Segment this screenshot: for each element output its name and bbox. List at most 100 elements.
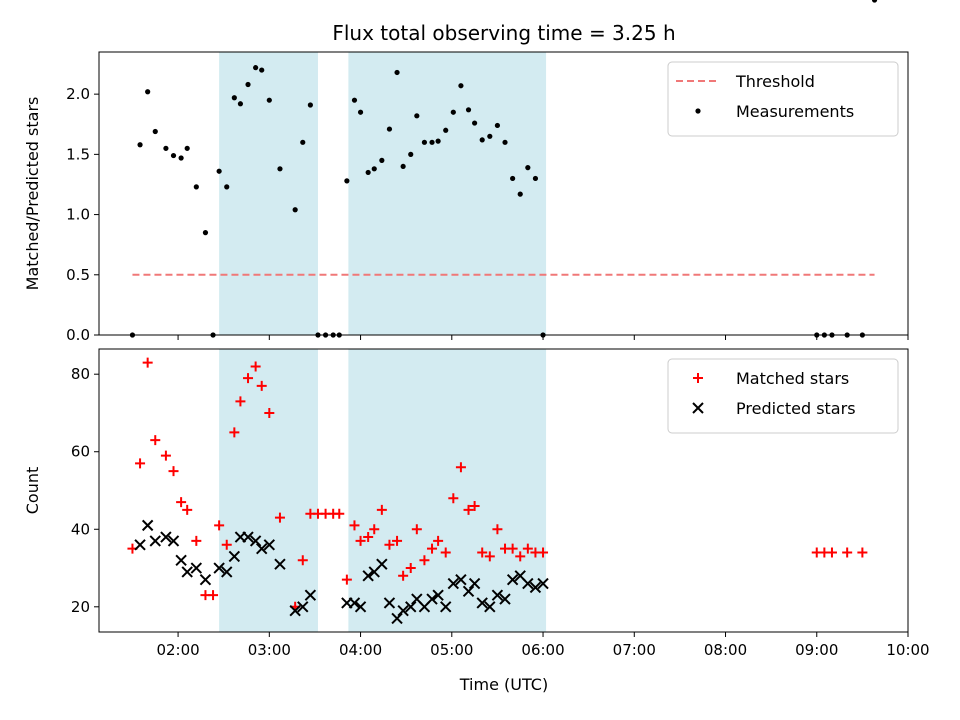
observing-interval-shade: [348, 349, 547, 632]
matched-stars-point: [208, 590, 219, 601]
observing-interval-shade: [219, 349, 318, 632]
matched-stars-legend-label: Matched stars: [736, 369, 849, 388]
matched-stars-point: [355, 535, 366, 546]
predicted-stars-point: [141, 519, 154, 532]
matched-stars-point: [191, 535, 202, 546]
predicted-stars-point: [476, 597, 488, 609]
matched-stars-point: [477, 547, 488, 558]
measurements-point: [871, 0, 878, 3]
y-tick-label: 0.0: [66, 326, 90, 344]
measurements-point: [479, 137, 485, 143]
matched-stars-point: [857, 547, 868, 558]
count-panel-ylabel: Count: [23, 467, 42, 515]
predicted-stars-point: [376, 558, 388, 570]
predicted-stars-point: [304, 589, 317, 601]
matched-stars-point: [243, 373, 254, 384]
matched-stars-point: [341, 574, 352, 585]
measurements-point: [277, 166, 283, 172]
measurements-point: [322, 332, 329, 338]
matched-stars-point: [405, 563, 416, 574]
measurements-point: [472, 120, 478, 126]
x-tick-label: 02:00: [156, 641, 199, 659]
predicted-stars-point: [297, 601, 309, 613]
matched-stars-point: [463, 504, 474, 515]
matched-stars-point: [176, 497, 187, 508]
predicted-stars-point: [529, 581, 542, 594]
predicted-stars-point: [213, 562, 225, 574]
measurements-point: [525, 165, 531, 171]
predicted-stars-point: [391, 612, 403, 625]
measurements-point: [253, 65, 259, 71]
predicted-stars-point: [263, 539, 276, 551]
measurements-point: [821, 332, 827, 338]
measurements-point: [152, 128, 158, 135]
predicted-stars-point: [440, 601, 452, 613]
predicted-stars-point: [383, 597, 396, 609]
matched-stars-point: [297, 555, 308, 566]
observing-interval-shade: [219, 52, 318, 335]
matched-stars-point: [515, 551, 526, 562]
measurements-point: [307, 102, 313, 108]
y-tick-label: 60: [71, 443, 90, 461]
y-tick-label: 80: [71, 365, 90, 383]
measurements-point: [379, 157, 385, 163]
matched-stars-point: [376, 504, 387, 515]
measurements-point: [245, 81, 251, 88]
ratio-panel-frame: [98, 51, 909, 336]
measurements-point: [292, 207, 298, 213]
chart-title: Flux total observing time = 3.25 h: [332, 21, 675, 45]
matched-stars-point: [135, 458, 146, 469]
measurements-point: [231, 95, 237, 101]
predicted-stars-point: [397, 604, 409, 617]
measurements-point: [170, 152, 177, 159]
measurements-point: [202, 230, 209, 236]
measurements-point: [237, 101, 244, 107]
matched-stars-point: [142, 357, 153, 368]
predicted-stars-point: [348, 597, 361, 609]
measurements-point: [193, 184, 199, 190]
measurements-point: [386, 126, 393, 132]
matched-stars-point: [448, 493, 459, 504]
measurements-legend-handle: [695, 108, 701, 114]
matched-stars-point: [168, 466, 179, 477]
measurements-point: [216, 168, 222, 174]
measurements-point: [450, 109, 456, 115]
matched-stars-point: [492, 524, 503, 535]
measurements-point: [163, 145, 169, 151]
predicted-stars-point: [468, 577, 481, 590]
matched-stars-point: [369, 524, 380, 535]
measurements-point: [829, 332, 835, 338]
measurements-point: [421, 139, 428, 145]
measurements-point: [357, 109, 364, 115]
measurements-point: [510, 175, 516, 182]
x-tick-label: 09:00: [795, 641, 838, 659]
measurements-point: [844, 332, 850, 338]
matched-stars-point: [274, 512, 285, 523]
matched-stars-point: [484, 551, 495, 562]
measurements-point: [129, 332, 136, 338]
measurements-point: [859, 332, 865, 338]
predicted-stars-point: [149, 535, 161, 547]
matched-stars-point: [411, 524, 422, 535]
matched-stars-point: [256, 380, 267, 391]
measurements-point: [429, 139, 435, 145]
predicted-stars-point: [499, 593, 511, 605]
predicted-stars-point: [522, 577, 534, 590]
measurements-point: [315, 332, 321, 338]
matched-stars-point: [150, 435, 161, 446]
predicted-stars-point: [491, 589, 504, 601]
measurements-point: [266, 97, 272, 103]
predicted-stars-point: [190, 562, 203, 574]
matched-stars-legend-handle: [693, 373, 703, 383]
y-tick-label: 40: [71, 520, 90, 538]
measurements-point: [330, 332, 336, 338]
matched-stars-point: [363, 532, 374, 543]
measurements-point: [137, 142, 143, 148]
x-tick-label: 06:00: [521, 641, 564, 659]
matched-stars-point: [440, 547, 451, 558]
matched-stars-point: [469, 501, 480, 512]
predicted-stars-point: [199, 573, 212, 586]
matched-stars-point: [842, 547, 853, 558]
predicted-stars-point: [455, 573, 467, 586]
